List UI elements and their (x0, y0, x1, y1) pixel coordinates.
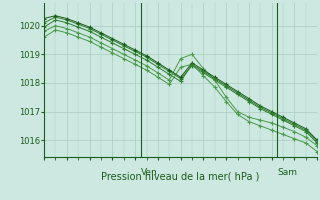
X-axis label: Pression niveau de la mer( hPa ): Pression niveau de la mer( hPa ) (101, 171, 260, 181)
Text: Ven: Ven (141, 168, 157, 177)
Text: Sam: Sam (277, 168, 297, 177)
